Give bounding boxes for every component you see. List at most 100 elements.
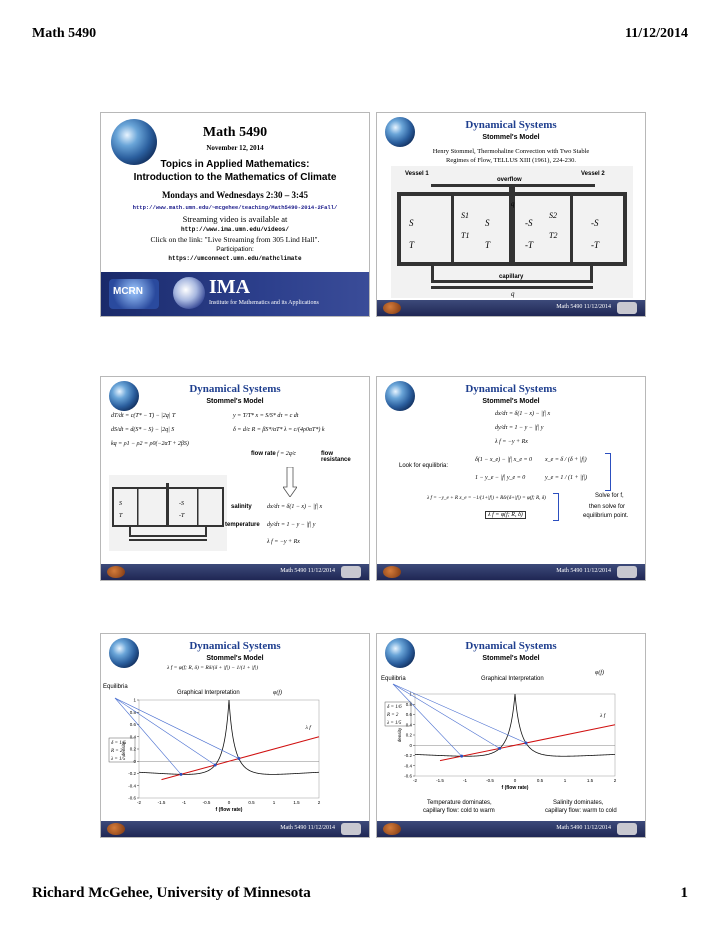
y-tick-label: 0.6 [130, 722, 137, 727]
slide-title: Dynamical Systems [465, 383, 557, 395]
slide-nav-icon[interactable] [341, 566, 361, 578]
x-tick-label: 2 [318, 800, 321, 805]
overflow-q-label: q [511, 200, 515, 208]
earth-globe-image [111, 119, 157, 165]
two-vessel-diagram: Vessel 1 Vessel 2 overflow S T S1 T1 S T… [391, 166, 633, 298]
parameter-label: λ = 1/5 [386, 721, 402, 726]
schedule: Mondays and Wednesdays 2:30 – 3:45 [161, 190, 309, 200]
slide-nav-icon[interactable] [617, 566, 637, 578]
y-equilibrium-eq: 1 − y_e − |f| y_e = 0 [475, 475, 526, 481]
x-tick-label: 1.5 [587, 778, 594, 783]
participation-url-link[interactable]: https://umconnect.umn.edu/mathclimate [168, 255, 302, 262]
parameter-label: δ = 1/6 [111, 741, 126, 746]
y-tick-label: 0.8 [406, 702, 413, 707]
slide-footer-text: Math 5490 11/12/2014 [556, 568, 611, 574]
cold-to-warm: capillary flow: cold to warm [423, 808, 495, 814]
slide-subtitle: Stommel's Model [482, 655, 540, 662]
temperature-nondim-ode: dy/dτ = 1 − y − |f| y [267, 522, 316, 528]
slide-nav-icon[interactable] [617, 302, 637, 314]
footer-logo [107, 823, 125, 835]
ima-subtitle: Institute for Mathematics and its Applic… [209, 300, 319, 306]
earth-globe-image [385, 638, 415, 668]
click-instructions: Click on the link: "Live Streaming from … [150, 235, 320, 244]
page-number: 1 [680, 885, 689, 901]
s-mid-label: S [485, 218, 490, 228]
s1-label: S1 [461, 211, 469, 220]
x-tick-label: 0 [228, 800, 231, 805]
slide-title: Dynamical Systems [189, 383, 281, 395]
page-footer: Richard McGehee, University of Minnesota… [32, 885, 688, 907]
phi-curve-label: φ(f) [595, 670, 604, 676]
slide-nav-icon[interactable] [617, 823, 637, 835]
footer-logo [383, 566, 401, 578]
phi-chart: 10.80.60.40.20-0.2-0.4-0.6-2 -1.5 -1 -0.5 0 0… [108, 697, 321, 813]
salinity-dominates: Salinity dominates, [553, 800, 604, 806]
x-tick-label: -2 [413, 778, 417, 783]
parameter-box [108, 737, 136, 763]
slide-subtitle: Stommel's Model [206, 655, 264, 662]
scaling-variables: y = T/T* x = S/S* dτ = c dt [233, 413, 299, 419]
small-neg-s-label: -S [179, 501, 184, 507]
phi-curve [138, 699, 320, 775]
slide-title-page: Math 5490 November 12, 2014 Topics in Ap… [100, 112, 370, 317]
graph-title: Graphical Interpretation [481, 676, 544, 682]
equilibrium-point-text: equilibrium point. [583, 513, 629, 519]
equilibria-label: Equilibria [103, 684, 128, 690]
slide-subtitle: Stommel's Model [482, 134, 540, 141]
warm-to-cold: capillary flow: warm to cold [545, 808, 617, 814]
phi-chart: 10.80.60.40.20-0.2-0.4-0.6-2 -1.5 -1 -0.5 0 0… [384, 683, 617, 791]
equilibrium-arrow [392, 683, 527, 744]
solve-bracket [553, 493, 559, 521]
lambda-f-label: λ f [305, 724, 313, 731]
y-tick-label: 1 [409, 692, 412, 697]
phi-definition: λ f = −y_e + R x_e = −1/(1+|f|) + Rδ/(δ+… [427, 495, 546, 501]
footer-logo [383, 302, 401, 314]
down-arrow-icon [283, 467, 297, 497]
phi-curve-label: φ(f) [273, 690, 282, 696]
y-tick-label: 0.2 [130, 747, 137, 752]
temperature-dominates: Temperature dominates, [427, 800, 492, 806]
equilibrium-point [179, 772, 183, 776]
equilibrium-arrow [114, 697, 240, 759]
neg-s-label: -S [525, 218, 533, 228]
course-topics: Topics in Applied Mathematics: Introduct… [101, 158, 369, 184]
neg-t-label: -T [525, 240, 534, 250]
ima-globe-logo [173, 277, 205, 309]
equilibria-label: Equilibria [381, 676, 406, 682]
capillary-label: capillary [499, 274, 524, 280]
flow-rate-eq: f = 2q/c [277, 451, 297, 457]
y-axis-label: density [397, 727, 402, 742]
slide-nav-icon[interactable] [341, 823, 361, 835]
flow-equation: λ f = −y + Rx [267, 539, 300, 545]
s-label: S [409, 218, 414, 228]
x-equilibrium-eq: δ(1 − x_e) − |f| x_e = 0 [475, 457, 533, 463]
equilibrium-arrow [114, 697, 216, 766]
earth-globe-image [109, 381, 139, 411]
slide-footer-text: Math 5490 11/12/2014 [556, 825, 611, 831]
capillary-q-label: q [511, 290, 515, 298]
x-tick-label: -0.5 [486, 778, 494, 783]
vessel-2-label: Vessel 2 [581, 171, 605, 177]
mcrn-logo-text: MCRN [113, 286, 143, 297]
y-tick-label: -0.2 [128, 771, 136, 776]
neg-t-right-label: -T [591, 240, 600, 250]
y-axis-label: density [121, 741, 126, 756]
solve-for-f: Solve for f, [595, 493, 624, 499]
small-t-label: T [119, 513, 123, 519]
equilibrium-arrow [392, 683, 500, 749]
footer-logo [383, 823, 401, 835]
slide-stommel-apparatus: Dynamical Systems Stommel's Model Henry … [376, 112, 646, 317]
slide-footer: Math 5490 11/12/2014 [377, 564, 645, 580]
phi-formula: λ f = φ(f; R, δ) = Rδ/(δ + |f|) − 1/(1 +… [167, 665, 259, 671]
salinity-label: salinity [231, 504, 252, 510]
slide-title: Dynamical Systems [189, 640, 281, 652]
course-label: Math 5490 [32, 26, 97, 41]
course-url-link[interactable]: http://www.math.umn.edu/~mcgehee/teachin… [132, 204, 338, 211]
temperature-label: temperature [225, 522, 260, 528]
x-tick-label: 0 [514, 778, 517, 783]
video-url-link[interactable]: http://www.ima.umn.edu/videos/ [180, 226, 290, 233]
x-tick-label: -1.5 [436, 778, 444, 783]
y-tick-label: -0.4 [404, 763, 412, 768]
equilibrium-point [460, 754, 464, 758]
sponsor-logo-band: MCRN IMA Institute for Mathematics and i… [101, 272, 369, 316]
